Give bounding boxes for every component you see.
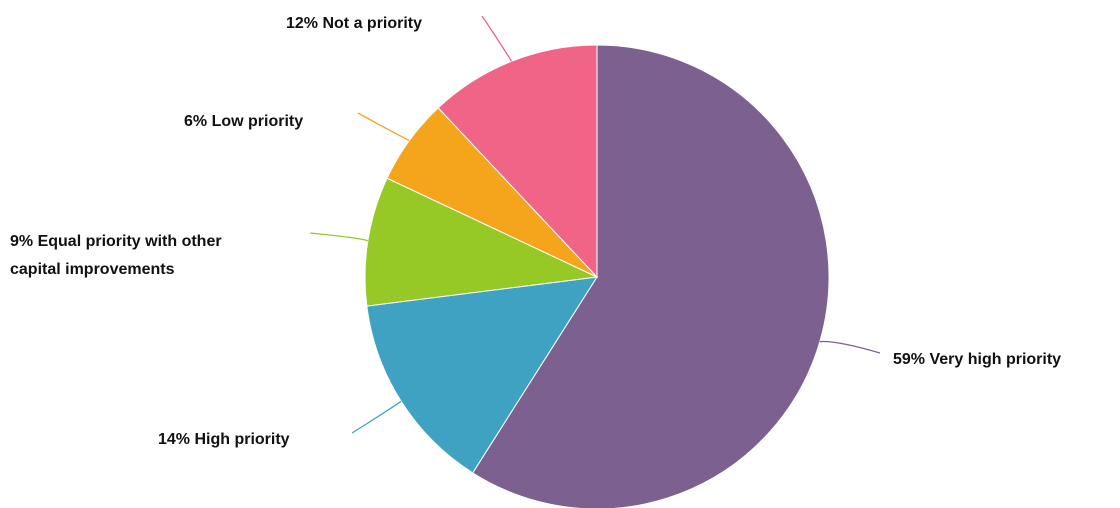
leader-line [481,15,513,62]
pie-slices [364,44,830,508]
leader-lines [309,15,881,434]
slice-label: 14% High priority [158,431,290,448]
leader-line [351,400,402,434]
leader-line [357,112,410,142]
slice-label: 12% Not a priority [286,15,422,32]
slice-labels: 59% Very high priority 14% High priority 9… [10,15,1061,448]
leader-line [309,232,369,242]
pie-slice [366,276,598,474]
slice-label: 6% Low priority [184,113,303,130]
pie-slice [364,177,599,307]
slice-label: 59% Very high priority [893,351,1061,368]
slice-label: 9% Equal priority with other capital impr… [10,233,222,278]
leader-line [819,340,881,354]
pie-slice [471,44,830,508]
